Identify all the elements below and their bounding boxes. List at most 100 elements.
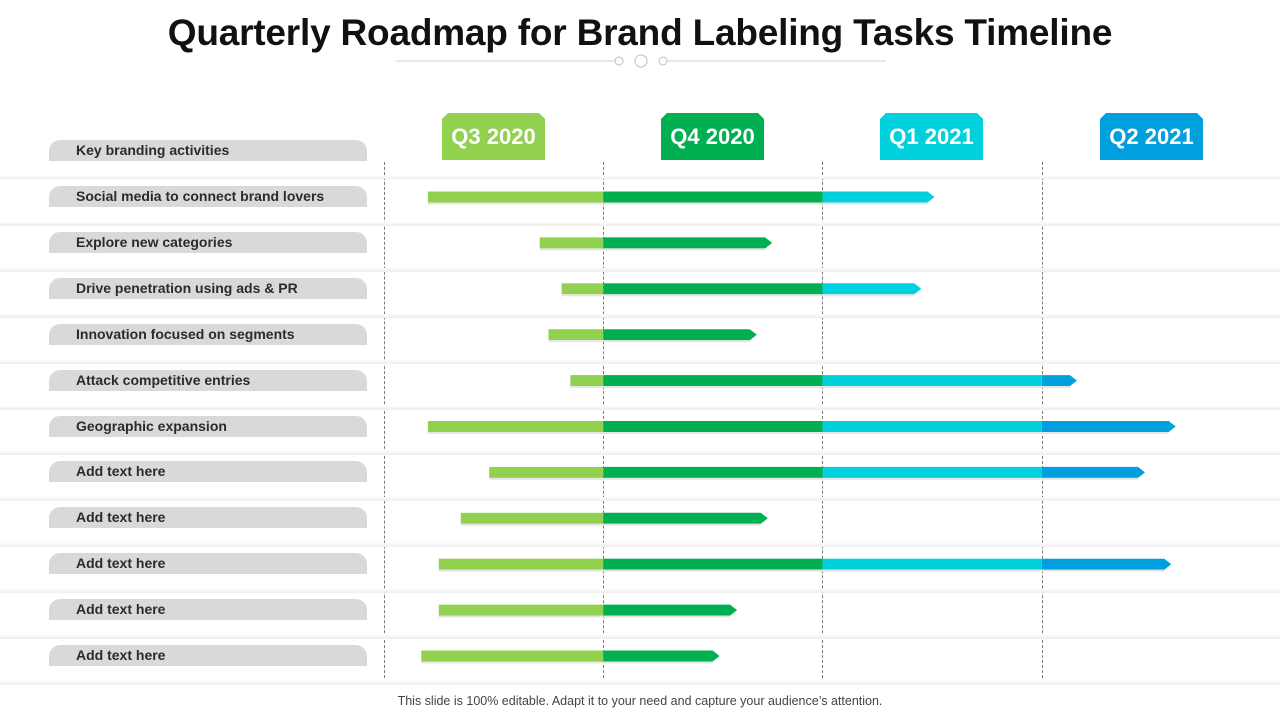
task-bar-segment <box>570 375 604 387</box>
task-bar-shadow <box>822 569 1042 572</box>
task-bar-segment <box>421 650 604 662</box>
task-bar-shadow <box>603 661 713 664</box>
row-separator <box>0 635 1280 639</box>
task-label-pill: Explore new categories <box>49 231 367 253</box>
task-bar-shadow <box>1041 477 1138 480</box>
row-separator <box>0 405 1280 410</box>
task-bar-segment <box>603 375 823 387</box>
task-bar-segment <box>489 466 604 478</box>
row-separator <box>0 221 1280 226</box>
task-bar-shadow <box>438 569 604 572</box>
task-bar-segment <box>460 512 604 524</box>
task-bar-segment <box>822 466 1042 478</box>
task-bar-segment <box>822 421 1042 432</box>
task-bar-segment <box>1041 375 1077 387</box>
task-bar-segment <box>603 283 823 295</box>
task-bar-shadow <box>603 248 766 251</box>
task-bar-segment <box>548 329 604 341</box>
task-label-pill: Add text here <box>49 461 367 483</box>
task-bar-segment <box>561 283 604 295</box>
quarter-header-q3-2020: Q3 2020 <box>442 113 545 160</box>
task-label: Add text here <box>76 601 166 618</box>
quarter-header-q2-2021: Q2 2021 <box>1100 113 1203 160</box>
task-bar-shadow <box>822 386 1042 389</box>
task-label: Explore new categories <box>76 233 233 250</box>
task-label: Add text here <box>76 555 166 572</box>
task-label-pill: Add text here <box>49 507 367 529</box>
task-label: Add text here <box>76 463 166 480</box>
title-divider-ornament <box>396 54 886 68</box>
task-bar-shadow <box>427 202 604 205</box>
task-bar-shadow <box>603 523 761 526</box>
task-bar-shadow <box>561 294 604 297</box>
task-bar-segment <box>603 650 720 662</box>
task-bar-shadow <box>438 615 604 618</box>
task-label-pill: Innovation focused on segments <box>49 323 367 345</box>
task-bar-shadow <box>1041 432 1169 434</box>
row-separator <box>0 589 1280 594</box>
task-bar-segment <box>438 604 604 616</box>
task-bar-shadow <box>539 248 604 251</box>
task-bar-shadow <box>603 477 823 480</box>
header-label-pill: Key branding activities <box>49 140 367 161</box>
task-bar-shadow <box>603 340 750 343</box>
quarter-header-q1-2021: Q1 2021 <box>880 113 983 160</box>
task-label: Social media to connect brand lovers <box>76 188 325 204</box>
task-label: Add text here <box>76 509 166 526</box>
task-bar-segment <box>603 421 823 432</box>
task-bar-segment <box>603 558 823 570</box>
quarter-boundary-line <box>384 162 385 678</box>
task-bar-shadow <box>548 340 604 343</box>
row-separator <box>0 497 1280 502</box>
quarter-boundary-line <box>822 162 823 678</box>
task-label: Add text here <box>76 647 166 663</box>
task-bar-shadow <box>460 523 604 526</box>
task-bar-segment <box>427 421 604 432</box>
task-bar-shadow <box>421 661 604 664</box>
task-label: Geographic expansion <box>76 417 227 434</box>
task-bar-segment <box>603 512 768 524</box>
task-bar-segment <box>603 466 823 478</box>
row-separator <box>0 176 1280 179</box>
task-bar-shadow <box>1041 386 1070 389</box>
quarter-boundary-line <box>603 162 604 678</box>
task-label-pill: Drive penetration using ads & PR <box>49 277 367 299</box>
task-label-pill: Social media to connect brand lovers <box>49 186 367 207</box>
task-label-pill: Geographic expansion <box>49 415 367 437</box>
row-separator <box>0 267 1280 272</box>
page-title: Quarterly Roadmap for Brand Labeling Tas… <box>167 12 1113 53</box>
task-label: Drive penetration using ads & PR <box>76 279 298 296</box>
task-bar-shadow <box>822 202 928 205</box>
task-bar-segment <box>822 191 935 203</box>
task-bar-segment <box>1041 466 1145 478</box>
task-bar-shadow <box>570 386 604 389</box>
task-bar-segment <box>603 191 823 203</box>
task-bar-shadow <box>603 432 823 434</box>
task-bar-shadow <box>603 615 731 618</box>
row-separator <box>0 313 1280 318</box>
task-label: Attack competitive entries <box>76 371 251 388</box>
task-bar-segment <box>603 237 773 249</box>
task-bar-shadow <box>603 569 823 572</box>
task-bar-segment <box>427 191 604 203</box>
quarter-header-q4-2020: Q4 2020 <box>661 113 764 160</box>
task-bar-shadow <box>822 477 1042 480</box>
footer-note: This slide is 100% editable. Adapt it to… <box>397 694 883 708</box>
task-bar-shadow <box>603 386 823 389</box>
task-bar-shadow <box>603 202 823 205</box>
task-bar-shadow <box>489 477 604 480</box>
task-bar-shadow <box>427 432 604 434</box>
quarter-boundary-line <box>1042 162 1043 678</box>
task-bar-segment <box>438 558 604 570</box>
header-label: Key branding activities <box>76 142 230 158</box>
task-bar-shadow <box>822 294 915 297</box>
task-bar-shadow <box>603 294 823 297</box>
task-bar-segment <box>822 283 922 295</box>
task-bar-shadow <box>822 432 1042 434</box>
task-label: Innovation focused on segments <box>76 325 295 342</box>
task-bar-segment <box>603 329 757 341</box>
task-bar-segment <box>603 604 738 616</box>
row-separator <box>0 680 1280 685</box>
row-separator <box>0 543 1280 548</box>
